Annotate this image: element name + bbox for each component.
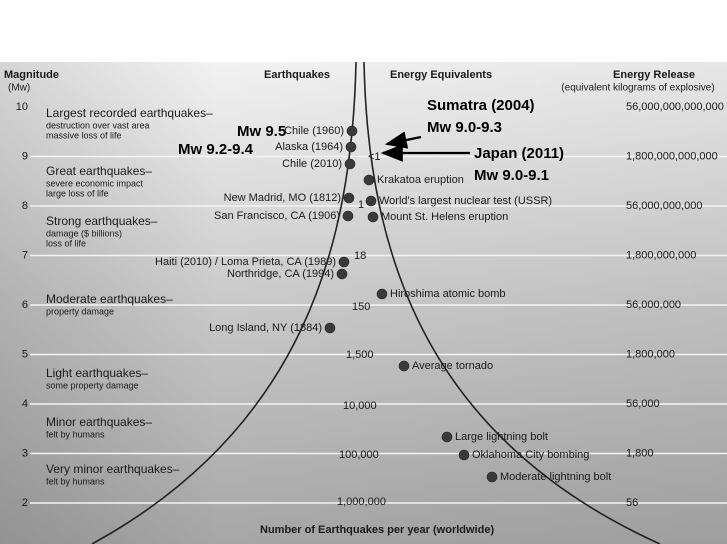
energy-release-value: 56,000,000,000 xyxy=(626,200,702,212)
energy-release-value: 1,800,000,000 xyxy=(626,249,696,261)
earthquake-label: New Madrid, MO (1812) xyxy=(224,192,341,204)
class-title: Moderate earthquakes– xyxy=(46,292,173,306)
earthquakes-header: Earthquakes xyxy=(264,69,330,81)
class-title: Very minor earthquakes– xyxy=(46,462,180,476)
energy-release-value: 1,800 xyxy=(626,447,654,459)
earthquake-dot xyxy=(342,210,354,222)
annotation: Mw 9.5 xyxy=(237,123,286,140)
class-desc: massive loss of life xyxy=(46,130,122,140)
earthquake-dot xyxy=(324,322,336,334)
energy-label: Hiroshima atomic bomb xyxy=(390,288,506,300)
magnitude-label: 6 xyxy=(22,299,28,311)
energy-label: Krakatoa eruption xyxy=(377,174,464,186)
count-label: 18 xyxy=(354,250,366,262)
right-curve xyxy=(363,61,661,544)
left-curve xyxy=(91,61,357,544)
count-label: 1,500 xyxy=(346,349,374,361)
earthquake-dot xyxy=(338,256,350,268)
energy-dot xyxy=(365,195,377,207)
earthquake-label: Alaska (1964) xyxy=(275,141,343,153)
annotation: Sumatra (2004) xyxy=(427,97,535,114)
annotation: Japan (2011) xyxy=(474,145,564,162)
magnitude-header: Magnitude xyxy=(4,69,59,81)
count-label: 1 xyxy=(358,199,364,211)
class-desc: damage ($ billions) xyxy=(46,228,122,238)
energy-release-value: 56,000,000,000,000 xyxy=(626,101,724,113)
class-desc: some property damage xyxy=(46,380,139,390)
class-desc: felt by humans xyxy=(46,476,105,486)
energy-label: Moderate lightning bolt xyxy=(500,471,611,483)
magnitude-unit: (Mw) xyxy=(8,83,30,94)
earthquake-dot xyxy=(344,158,356,170)
energy-label: Mount St. Helens eruption xyxy=(381,211,508,223)
class-title: Minor earthquakes– xyxy=(46,415,152,429)
count-label: <1 xyxy=(368,151,381,163)
class-desc: destruction over vast area xyxy=(46,120,150,130)
magnitude-label: 3 xyxy=(22,447,28,459)
class-title: Largest recorded earthquakes– xyxy=(46,106,213,120)
class-desc: property damage xyxy=(46,306,114,316)
energy-dot xyxy=(458,449,470,461)
earthquake-dot xyxy=(336,268,348,280)
energy-dot xyxy=(367,211,379,223)
earthquake-label: Haiti (2010) / Loma Prieta, CA (1989) xyxy=(155,256,336,268)
earthquake-dot xyxy=(343,192,355,204)
class-title: Light earthquakes– xyxy=(46,366,148,380)
magnitude-label: 10 xyxy=(16,101,28,113)
earthquake-label: Long Island, NY (1884) xyxy=(209,322,322,334)
earthquake-dot xyxy=(346,125,358,137)
class-title: Strong earthquakes– xyxy=(46,214,158,228)
energy-release-value: 1,800,000 xyxy=(626,348,675,360)
magnitude-label: 7 xyxy=(22,249,28,261)
count-label: 1,000,000 xyxy=(337,496,386,508)
annotation: Mw 9.0-9.1 xyxy=(474,167,549,184)
energy-release-value: 56,000,000 xyxy=(626,299,681,311)
energy-label: World's largest nuclear test (USSR) xyxy=(379,195,552,207)
count-label: 10,000 xyxy=(343,400,377,412)
class-desc: severe economic impact xyxy=(46,178,144,188)
earthquake-label: Chile (1960) xyxy=(284,125,344,137)
earthquake-label: Chile (2010) xyxy=(282,158,342,170)
magnitude-label: 8 xyxy=(22,200,28,212)
energy-label: Large lightning bolt xyxy=(455,431,548,443)
energy-dot xyxy=(441,431,453,443)
magnitude-label: 5 xyxy=(22,348,28,360)
magnitude-label: 4 xyxy=(22,398,28,410)
magnitude-label: 9 xyxy=(22,150,28,162)
footer: Number of Earthquakes per year (worldwid… xyxy=(260,524,494,536)
earthquake-label: San Francisco, CA (1906) xyxy=(214,210,340,222)
energy-dot xyxy=(398,360,410,372)
class-desc: felt by humans xyxy=(46,429,105,439)
magnitude-label: 2 xyxy=(22,497,28,509)
energy-label: Oklahoma City bombing xyxy=(472,449,589,461)
earthquake-label: Northridge, CA (1994) xyxy=(227,268,334,280)
count-label: 100,000 xyxy=(339,449,379,461)
energy-dot xyxy=(376,288,388,300)
annotation: Mw 9.2-9.4 xyxy=(178,141,254,158)
energy-release-unit: (equivalent kilograms of explosive) xyxy=(561,83,714,94)
energy-equivalents-header: Energy Equivalents xyxy=(390,69,492,81)
count-label: 150 xyxy=(352,301,370,313)
background-shade xyxy=(0,62,727,544)
energy-label: Average tornado xyxy=(412,360,493,372)
annotation: Mw 9.0-9.3 xyxy=(427,119,502,136)
arrow xyxy=(384,131,422,149)
energy-release-value: 56,000 xyxy=(626,398,660,410)
energy-release-value: 56 xyxy=(626,497,638,509)
earthquake-dot xyxy=(345,141,357,153)
energy-release-value: 1,800,000,000,000 xyxy=(626,150,718,162)
energy-dot xyxy=(486,471,498,483)
class-desc: loss of life xyxy=(46,238,86,248)
energy-dot xyxy=(363,174,375,186)
energy-release-header: Energy Release xyxy=(613,69,695,81)
class-desc: large loss of life xyxy=(46,188,109,198)
class-title: Great earthquakes– xyxy=(46,164,152,178)
